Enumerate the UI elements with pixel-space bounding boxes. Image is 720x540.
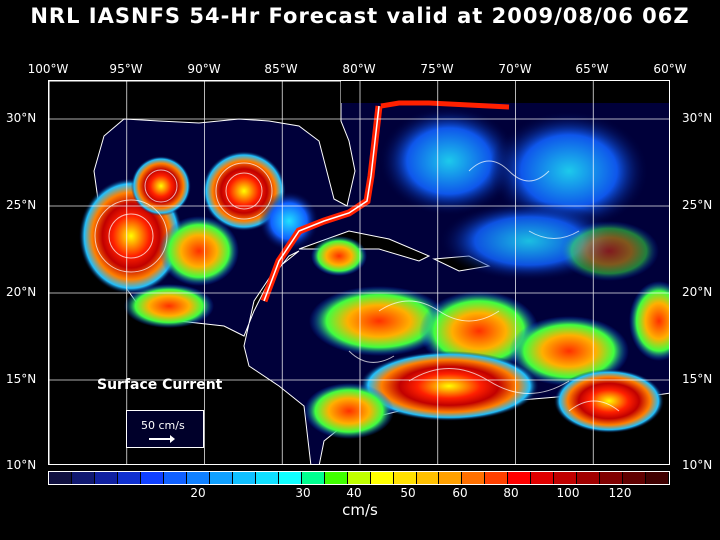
colorbar-segment [117, 472, 141, 484]
colorbar-segment [209, 472, 233, 484]
current-field-svg [49, 81, 669, 464]
colorbar-tick-60: 60 [452, 486, 468, 500]
colorbar-tick-40: 40 [346, 486, 362, 500]
lon-label-100w: 100°W [27, 62, 69, 76]
colorbar-segment [554, 472, 578, 484]
lon-label-85w: 85°W [264, 62, 298, 76]
colorbar-segment [255, 472, 279, 484]
colorbar-segment [232, 472, 256, 484]
lat-label-30n-right: 30°N [682, 111, 713, 125]
lat-label-20n-right: 20°N [682, 285, 713, 299]
colorbar-segment [439, 472, 463, 484]
vector-scale-box: 50 cm/s [126, 410, 204, 448]
colorbar-tick-20: 20 [190, 486, 206, 500]
colorbar-segment [140, 472, 164, 484]
lon-label-75w: 75°W [420, 62, 454, 76]
land-top-strip [341, 81, 669, 103]
colorbar-segment [577, 472, 601, 484]
lon-label-80w: 80°W [342, 62, 376, 76]
lon-label-65w: 65°W [575, 62, 609, 76]
lon-label-90w: 90°W [187, 62, 221, 76]
lat-label-15n-left: 15°N [6, 372, 37, 386]
lat-label-20n-left: 20°N [6, 285, 37, 299]
current-map [48, 80, 670, 465]
lon-label-70w: 70°W [498, 62, 532, 76]
colorbar-segment [370, 472, 394, 484]
colorbar-segment [462, 472, 486, 484]
colorbar-segment [49, 472, 72, 484]
lat-label-10n-right: 10°N [682, 458, 713, 472]
colorbar-tick-80: 80 [503, 486, 519, 500]
colorbar-segment [508, 472, 532, 484]
vector-scale-arrow-icon [149, 435, 175, 443]
colorbar [48, 471, 670, 485]
colorbar-segment [301, 472, 325, 484]
colorbar-segment [324, 472, 348, 484]
lat-label-30n-left: 30°N [6, 111, 37, 125]
colorbar-segment [646, 472, 670, 484]
colorbar-segment [347, 472, 371, 484]
colorbar-segment [186, 472, 210, 484]
colorbar-segment [393, 472, 417, 484]
lat-label-15n-right: 15°N [682, 372, 713, 386]
lon-label-60w: 60°W [653, 62, 687, 76]
colorbar-segment [600, 472, 624, 484]
graticule [49, 81, 669, 464]
lat-label-25n-left: 25°N [6, 198, 37, 212]
colorbar-tick-30: 30 [295, 486, 311, 500]
colorbar-tick-100: 100 [556, 486, 580, 500]
vector-scale-label: 50 cm/s [141, 419, 185, 432]
lon-label-95w: 95°W [109, 62, 143, 76]
colorbar-segment [278, 472, 302, 484]
colorbar-segment [71, 472, 95, 484]
colorbar-segment [485, 472, 509, 484]
lat-label-25n-right: 25°N [682, 198, 713, 212]
colorbar-units: cm/s [342, 501, 378, 519]
colorbar-segment [416, 472, 440, 484]
colorbar-segment [531, 472, 555, 484]
colorbar-tick-120: 120 [608, 486, 632, 500]
lat-label-10n-left: 10°N [6, 458, 37, 472]
colorbar-segment [94, 472, 118, 484]
current-speed-field [79, 106, 669, 439]
colorbar-segment [623, 472, 647, 484]
field-label: Surface Current [97, 377, 223, 393]
current-vectors [94, 160, 620, 412]
map-title: NRL IASNFS 54-Hr Forecast valid at 2009/… [30, 4, 690, 28]
colorbar-tick-50: 50 [400, 486, 416, 500]
colorbar-segment [163, 472, 187, 484]
